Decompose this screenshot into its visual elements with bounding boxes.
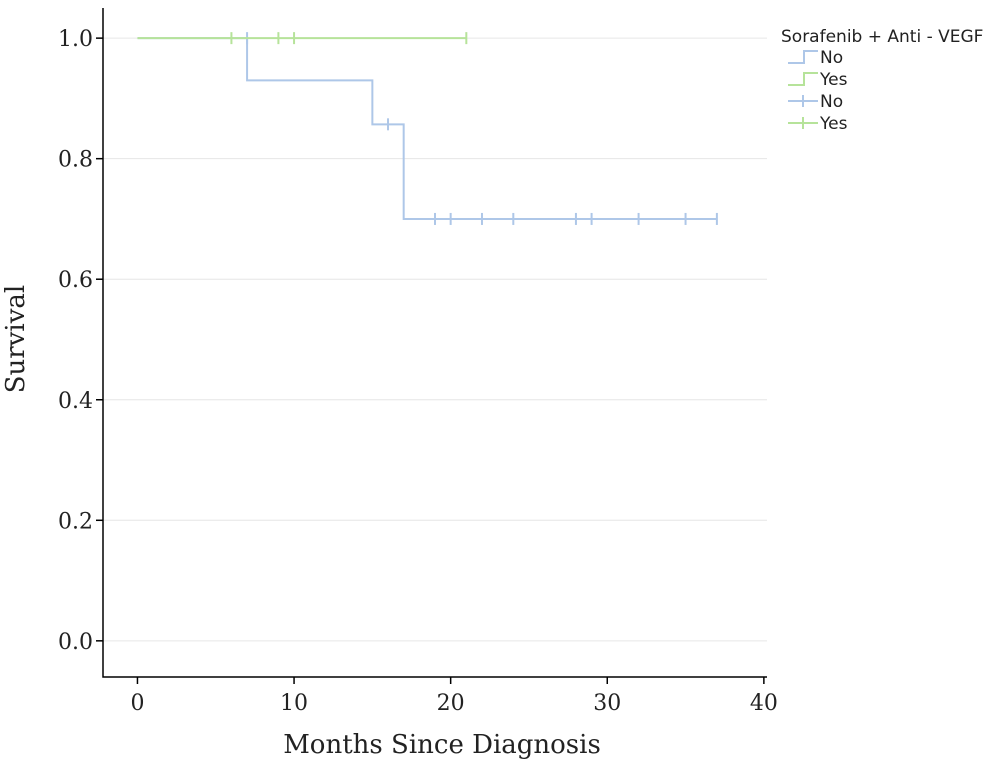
- y-tick-label: 0.4: [58, 389, 93, 414]
- legend-entry: No: [788, 48, 843, 68]
- x-tick-label: 0: [130, 691, 144, 716]
- y-tick-label: 0.0: [58, 630, 93, 655]
- legend-entry: Yes: [788, 70, 848, 90]
- axes: [102, 8, 767, 678]
- legend-label: Yes: [819, 114, 848, 134]
- legend-title: Sorafenib + Anti - VEGF: [781, 27, 983, 47]
- legend-step-swatch: [788, 50, 818, 64]
- legend-label: No: [820, 48, 843, 68]
- series: [137, 32, 718, 225]
- grid-lines: [103, 37, 767, 642]
- legend-label: No: [820, 92, 843, 112]
- ticks: 0.0 0.2 0.4 0.6 0.8 1.0 0 10 20 30 40: [58, 27, 778, 716]
- y-tick-label: 0.6: [58, 268, 93, 293]
- y-tick-label: 0.8: [58, 148, 93, 173]
- series-yes: [137, 32, 468, 45]
- plot-frame: [102, 8, 767, 678]
- y-tick-label: 1.0: [58, 27, 93, 52]
- x-tick-label: 40: [750, 691, 778, 716]
- x-tick-label: 10: [280, 691, 308, 716]
- legend-entry: No: [788, 92, 843, 112]
- x-tick-label: 20: [437, 691, 465, 716]
- y-tick-label: 0.2: [58, 509, 93, 534]
- series-no: [137, 32, 718, 225]
- legend-entry: Yes: [788, 114, 848, 134]
- legend-step-swatch: [788, 72, 818, 86]
- x-axis-title: Months Since Diagnosis: [283, 730, 601, 760]
- x-tick-label: 30: [593, 691, 621, 716]
- y-axis-title: Survival: [1, 285, 31, 394]
- legend-label: Yes: [819, 70, 848, 90]
- survival-step-line: [137, 37, 717, 220]
